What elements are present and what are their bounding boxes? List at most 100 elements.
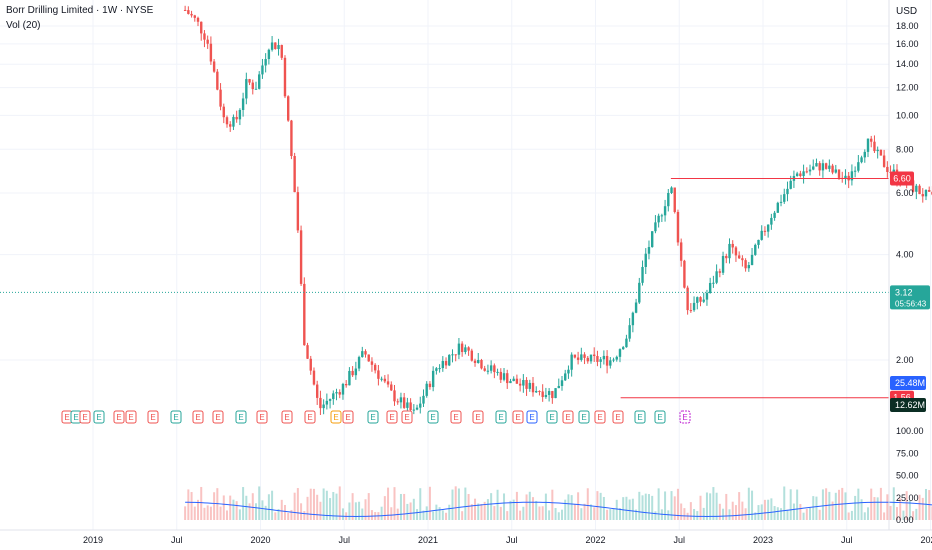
candle-body [251,82,254,90]
candle-body [844,175,847,179]
volume-bar [428,486,431,520]
horizontal-levels[interactable] [0,178,932,399]
earnings-marker-label: E [515,413,520,422]
volume-bar [725,493,728,520]
volume-bar [457,488,460,520]
volume-bar [419,488,422,520]
volume-bar [496,489,499,520]
candle-body [190,13,193,16]
volume-bar [696,511,699,520]
earnings-marker [612,410,624,424]
candle-body [650,231,654,248]
candle-body [702,299,705,302]
earnings-marker [79,410,91,424]
candle-body [882,155,886,167]
candle-body [393,390,396,402]
currency-label[interactable]: USD [896,6,917,17]
volume-bar [493,506,496,520]
candle-body [212,61,216,72]
volume-bar [738,492,741,520]
volume-bar [470,504,473,520]
volume-bar [879,487,882,520]
candle-body [618,349,622,357]
volume-bar [776,507,779,520]
candle-body [583,354,586,358]
volume-bar [570,495,573,520]
earnings-marker [367,410,379,424]
volume-bar [899,498,902,520]
volume-bar [770,498,773,520]
candle-body [818,163,821,171]
candle-body [602,355,606,360]
candle-body [277,45,280,50]
volume-bar [783,486,786,520]
volume-bar [422,510,425,520]
candle-body [467,347,470,351]
volume-bar [676,488,679,520]
candle-body [206,39,209,44]
volume-bar [467,493,470,520]
earnings-marker-label: E [215,413,220,422]
candle-body [409,402,412,411]
candle-body [589,354,593,362]
volume-tick-label: 50.00 [896,471,919,481]
price-tick-label: 18.00 [896,21,919,31]
last-price-tag [890,285,930,310]
candle-body [232,116,235,127]
candle-body [538,391,541,393]
earnings-marker [256,410,268,424]
price-tick-label: 6.00 [896,188,914,198]
volume-indicator-label[interactable]: Vol (20) [6,20,41,31]
candle-body [509,381,512,384]
candle-body [596,356,599,362]
earnings-marker [654,410,666,424]
candle-body [824,163,828,169]
candle-body [254,88,258,90]
earnings-marker-label: E [404,413,409,422]
volume-bar [248,503,251,520]
volume-bar [203,507,206,520]
candle-body [386,381,390,385]
volume-bar [525,494,528,520]
earnings-marker [594,410,606,424]
volume-bar [583,503,586,520]
candle-body [911,180,915,192]
volume-bar [367,493,370,520]
candle-body [280,45,283,58]
price-tick-label: 2.00 [896,355,914,365]
volume-bar [387,487,390,520]
candle-body [870,138,873,142]
volume-bar [361,508,364,520]
symbol-title[interactable]: Borr Drilling Limited · 1W · NYSE [6,5,154,16]
time-axis-labels: 2019Jul2020Jul2021Jul2022Jul2023Jul2024J… [83,535,932,545]
candle-body [341,384,345,395]
candle-body [229,124,232,127]
volume-bar [464,487,467,520]
volume-bar [335,493,338,520]
volume-bar [309,488,312,520]
volume-bar [351,493,354,520]
volume-bar [438,507,441,520]
candle-body [808,169,812,172]
volume-ma-line [185,501,932,517]
volume-bar [264,505,267,520]
candle-body [477,360,480,363]
candle-body [357,357,361,369]
volume-bar [612,508,615,520]
candle-body [264,59,267,66]
axis-tags: 6.60 1.56 3.12 05:56:43 25.48M 12.62M [890,171,930,412]
candle-body [770,217,773,225]
time-tick-label: 2021 [418,535,438,545]
volume-bar [538,506,541,520]
volume-bar [638,491,641,520]
candle-body [554,388,557,399]
candle-body [831,165,834,173]
volume-bar [586,488,589,520]
volume-bar [812,496,815,520]
volume-bar [796,489,799,520]
earnings-marker-label: E [657,413,662,422]
candle-body [464,347,467,353]
candle-body [622,347,625,350]
